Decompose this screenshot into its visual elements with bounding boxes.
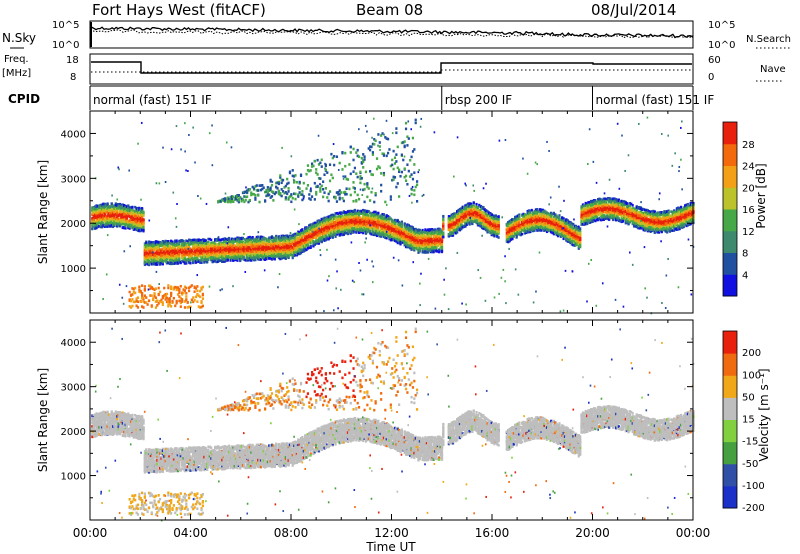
power-cell bbox=[142, 218, 144, 221]
power-cell bbox=[169, 297, 171, 300]
frequency-trace bbox=[91, 62, 692, 73]
noise-right-tick-bottom: 10^0 bbox=[708, 40, 735, 51]
power-cell bbox=[167, 284, 169, 287]
power-cell bbox=[144, 289, 146, 292]
power-cell bbox=[134, 287, 136, 290]
power-cell bbox=[142, 223, 144, 226]
beam-label: Beam 08 bbox=[356, 1, 423, 19]
power-cell bbox=[131, 298, 133, 301]
power-cell bbox=[162, 297, 164, 300]
freq-tick-top: 18 bbox=[66, 55, 79, 66]
freq-label-line2: [MHz] bbox=[2, 68, 31, 79]
power-cell bbox=[156, 299, 158, 302]
power-cell bbox=[166, 293, 168, 296]
power-cell bbox=[142, 306, 144, 309]
power-cell bbox=[155, 306, 157, 309]
freq-label-line1: Freq. bbox=[4, 54, 29, 65]
power-cell bbox=[176, 300, 178, 303]
power-cell bbox=[174, 305, 176, 308]
nave-label: Nave bbox=[760, 64, 786, 75]
nave-tick-top: 60 bbox=[708, 55, 721, 66]
power-cell bbox=[153, 292, 155, 295]
power-cell bbox=[142, 229, 144, 232]
date-label: 08/Jul/2014 bbox=[591, 1, 676, 19]
station-title: Fort Hays West (fitACF) bbox=[92, 1, 266, 19]
power-cell bbox=[170, 285, 172, 288]
cpid-segment-label: normal (fast) 151 IF bbox=[596, 93, 715, 107]
power-cell bbox=[167, 287, 169, 290]
power-cell bbox=[137, 300, 139, 303]
power-cell bbox=[137, 306, 139, 309]
power-cell bbox=[129, 291, 131, 294]
power-cell bbox=[151, 304, 153, 307]
power-cell bbox=[153, 248, 155, 251]
power-cell bbox=[147, 303, 149, 306]
freq-tick-bottom: 8 bbox=[70, 72, 76, 83]
power-cell bbox=[171, 300, 173, 303]
power-cell bbox=[163, 287, 165, 290]
power-cell bbox=[173, 297, 175, 300]
power-cell bbox=[142, 214, 144, 217]
power-cell bbox=[152, 297, 154, 300]
power-cell bbox=[170, 305, 172, 308]
power-cell bbox=[169, 301, 171, 304]
power-cell bbox=[176, 239, 178, 242]
cpid-segment-label: rbsp 200 IF bbox=[445, 93, 512, 107]
power-cell bbox=[137, 296, 139, 299]
noise-left-tick-top: 10^5 bbox=[52, 20, 79, 31]
power-cell bbox=[158, 287, 160, 290]
cpid-label: CPID bbox=[8, 92, 40, 106]
radar-summary-plot: Fort Hays West (fitACF) Beam 08 08/Jul/2… bbox=[0, 0, 800, 554]
noise-left-tick-bottom: 10^0 bbox=[52, 40, 79, 51]
power-cell bbox=[145, 296, 147, 299]
noise-search-trace bbox=[90, 30, 693, 38]
frequency-panel: Freq. [MHz] 18 8 60 0 Nave bbox=[2, 54, 786, 84]
power-cell bbox=[162, 301, 164, 304]
power-cell bbox=[142, 226, 144, 229]
noise-search-label: N.Search bbox=[746, 34, 791, 45]
power-cell bbox=[138, 286, 140, 289]
power-cell bbox=[178, 255, 180, 258]
power-cell bbox=[141, 292, 143, 295]
power-cell bbox=[159, 291, 161, 294]
noise-right-tick-top: 10^5 bbox=[708, 20, 735, 31]
cpid-segment-label: normal (fast) 151 IF bbox=[93, 93, 212, 107]
nave-tick-bottom: 0 bbox=[708, 72, 714, 83]
noise-sky-trace bbox=[90, 22, 693, 47]
power-cell bbox=[170, 294, 172, 297]
power-cell bbox=[131, 305, 133, 308]
power-cell bbox=[155, 296, 157, 299]
cpid-panel: CPID normal (fast) 151 IF rbsp 200 IF norm… bbox=[8, 86, 714, 110]
power-cell bbox=[151, 294, 153, 297]
power-cell bbox=[131, 206, 133, 209]
power-cell bbox=[144, 285, 146, 288]
power-cell bbox=[131, 293, 133, 296]
noise-panel: N.Sky 10^5 10^0 10^5 10^0 N.Search bbox=[2, 20, 791, 51]
power-cell bbox=[141, 284, 143, 287]
power-cell bbox=[134, 292, 136, 295]
power-cell bbox=[158, 294, 160, 297]
nave-trace bbox=[91, 70, 692, 72]
noise-sky-label: N.Sky bbox=[2, 31, 36, 45]
power-cell bbox=[170, 292, 172, 295]
power-cell bbox=[155, 287, 157, 290]
power-cell bbox=[148, 300, 150, 303]
power-cell bbox=[142, 211, 144, 214]
power-cell bbox=[140, 300, 142, 303]
